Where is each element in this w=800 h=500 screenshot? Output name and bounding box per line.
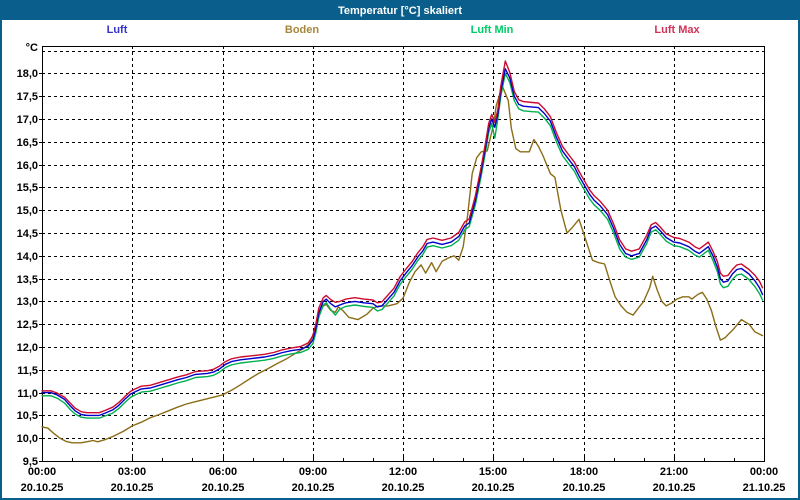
y-tick-label: 17,5 [17, 91, 38, 103]
legend-item-luft: Luft [106, 24, 128, 36]
x-tick-date: 20.10.25 [563, 482, 606, 494]
window-title: Temperatur [°C] skaliert [2, 2, 798, 20]
x-tick-time: 00:00 [28, 466, 56, 478]
x-tick-date: 20.10.25 [111, 482, 154, 494]
legend-item-luft-min: Luft Min [470, 24, 514, 36]
y-axis-unit-label: °C [26, 42, 38, 54]
x-tick-date: 20.10.25 [653, 482, 696, 494]
x-tick-date: 21.10.25 [743, 482, 786, 494]
series-luft-min [41, 72, 764, 419]
x-tick-date: 20.10.25 [472, 482, 515, 494]
x-tick-time: 06:00 [209, 466, 237, 478]
y-tick-labels: 18,0 17,5 17,0 16,5 16,0 15,5 15,0 14,5 14,0 13,5… [17, 42, 38, 468]
chart-legend: Luft Boden Luft Min Luft Max [2, 22, 798, 39]
x-tick-time: 15:00 [479, 466, 507, 478]
y-tick-label: 15,5 [17, 182, 38, 194]
y-tick-label: 17,0 [17, 114, 38, 126]
series-boden [41, 85, 764, 444]
y-tick-label: 15,0 [17, 205, 38, 217]
series-luft-max [41, 60, 764, 414]
y-tick-label: 9,5 [23, 456, 38, 468]
y-tick-label: 11,5 [17, 365, 38, 377]
x-tick-time: 00:00 [750, 466, 778, 478]
legend-item-luft-max: Luft Max [654, 24, 700, 36]
x-tick-labels: 00:00 20.10.25 03:00 20.10.25 06:00 20.10.25 0… [21, 466, 786, 494]
y-tick-label: 12,0 [17, 342, 38, 354]
x-axis-ticks [72, 456, 735, 461]
y-tick-label: 16,5 [17, 137, 38, 149]
y-tick-label: 13,5 [17, 274, 38, 286]
y-tick-label: 10,0 [17, 433, 38, 445]
x-tick-time: 18:00 [570, 466, 598, 478]
x-tick-time: 03:00 [118, 466, 146, 478]
x-tick-time: 09:00 [299, 466, 327, 478]
y-tick-label: 10,5 [17, 410, 38, 422]
y-tick-label: 14,0 [17, 251, 38, 263]
x-tick-date: 20.10.25 [21, 482, 64, 494]
legend-item-boden: Boden [284, 24, 320, 36]
y-tick-label: 14,5 [17, 228, 38, 240]
y-tick-label: 13,0 [17, 296, 38, 308]
y-tick-label: 11,0 [17, 388, 38, 400]
y-axis-ticks [39, 73, 42, 462]
plot-frame [42, 46, 765, 462]
series-luft [41, 68, 764, 417]
x-tick-time: 21:00 [660, 466, 688, 478]
y-tick-label: 18,0 [17, 68, 38, 80]
x-tick-date: 20.10.25 [202, 482, 245, 494]
x-tick-date: 20.10.25 [292, 482, 335, 494]
y-tick-label: 16,0 [17, 160, 38, 172]
x-tick-date: 20.10.25 [382, 482, 425, 494]
x-gridlines [132, 46, 675, 461]
x-tick-time: 12:00 [389, 466, 417, 478]
y-tick-label: 12,5 [17, 319, 38, 331]
